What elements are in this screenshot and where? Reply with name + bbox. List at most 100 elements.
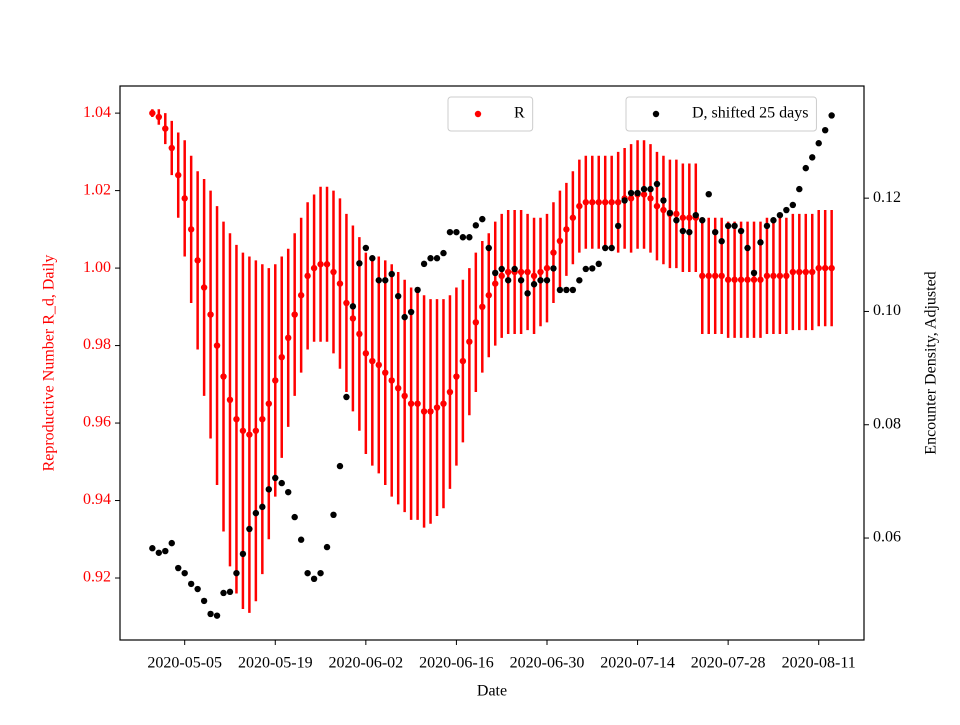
legend: R	[447, 96, 534, 132]
legend-label: D, shifted 25 days	[692, 105, 808, 122]
point	[369, 357, 376, 365]
point	[647, 195, 654, 202]
point	[420, 260, 428, 268]
point	[382, 369, 389, 376]
point	[763, 272, 771, 280]
x-tick-label: 2020-06-30	[510, 655, 585, 672]
point	[750, 276, 758, 283]
point	[310, 575, 318, 583]
point	[783, 206, 790, 214]
x-axis-label: Date	[477, 683, 507, 700]
point	[828, 264, 835, 272]
point	[285, 488, 292, 496]
point	[712, 228, 719, 236]
point	[563, 286, 570, 294]
point	[776, 211, 784, 219]
point	[213, 612, 221, 619]
y2-tick-label: 0.08	[873, 415, 901, 432]
point	[718, 238, 725, 245]
point	[356, 260, 363, 267]
point	[343, 299, 350, 307]
point	[181, 569, 188, 577]
y-axis-label: Reproductive Number R_d, Daily	[41, 255, 58, 472]
point	[362, 350, 370, 357]
point	[809, 154, 816, 161]
point	[440, 400, 447, 407]
point	[679, 214, 687, 221]
point	[407, 308, 415, 316]
point	[310, 264, 318, 272]
point	[336, 280, 344, 287]
point	[453, 228, 460, 236]
point	[394, 292, 402, 300]
point	[382, 277, 389, 284]
point	[213, 342, 221, 349]
point	[627, 189, 635, 197]
point	[699, 272, 706, 280]
point	[608, 199, 615, 206]
point	[660, 197, 667, 204]
point	[369, 255, 376, 262]
point	[323, 261, 331, 268]
point	[576, 202, 583, 210]
legend: D, shifted 25 days	[625, 96, 817, 132]
point	[285, 334, 292, 342]
point	[356, 330, 363, 338]
point	[330, 511, 337, 519]
point	[446, 388, 454, 396]
point	[569, 214, 577, 221]
y2-tick-label: 0.10	[873, 302, 901, 319]
point	[388, 377, 395, 384]
point	[472, 222, 480, 229]
point	[200, 597, 208, 605]
point	[498, 272, 505, 280]
point	[259, 503, 266, 511]
point	[582, 265, 590, 273]
point	[653, 180, 661, 188]
point	[757, 239, 764, 246]
point	[349, 315, 357, 322]
point	[220, 373, 227, 380]
y-tick-label: 0.98	[83, 336, 111, 353]
point	[744, 276, 751, 283]
point	[239, 550, 247, 558]
point	[686, 228, 693, 236]
x-tick-label: 2020-06-16	[419, 655, 494, 672]
point	[291, 513, 298, 521]
point	[524, 268, 531, 276]
y-tick-label: 0.92	[83, 569, 111, 586]
point	[291, 311, 298, 318]
point	[724, 276, 732, 283]
point	[272, 474, 279, 482]
point	[673, 210, 680, 218]
point	[757, 276, 764, 283]
point	[576, 277, 583, 284]
point	[582, 199, 590, 206]
point	[718, 272, 725, 280]
point	[401, 392, 408, 400]
point	[802, 268, 809, 276]
point	[407, 400, 415, 407]
y2-tick-label: 0.06	[873, 529, 901, 546]
point	[737, 227, 745, 235]
point	[692, 211, 699, 219]
point	[485, 292, 492, 299]
point	[479, 303, 486, 311]
point	[828, 112, 835, 119]
point	[504, 277, 512, 284]
point	[168, 539, 175, 547]
point	[149, 109, 156, 117]
point	[246, 431, 253, 438]
y-tick-label: 1.00	[83, 259, 111, 276]
point	[796, 185, 803, 193]
point	[239, 427, 247, 434]
point	[589, 265, 596, 272]
point	[453, 373, 460, 380]
point	[459, 357, 467, 365]
point	[563, 226, 570, 233]
point	[770, 272, 777, 280]
point	[524, 290, 531, 297]
point	[498, 265, 505, 273]
point	[608, 244, 615, 252]
